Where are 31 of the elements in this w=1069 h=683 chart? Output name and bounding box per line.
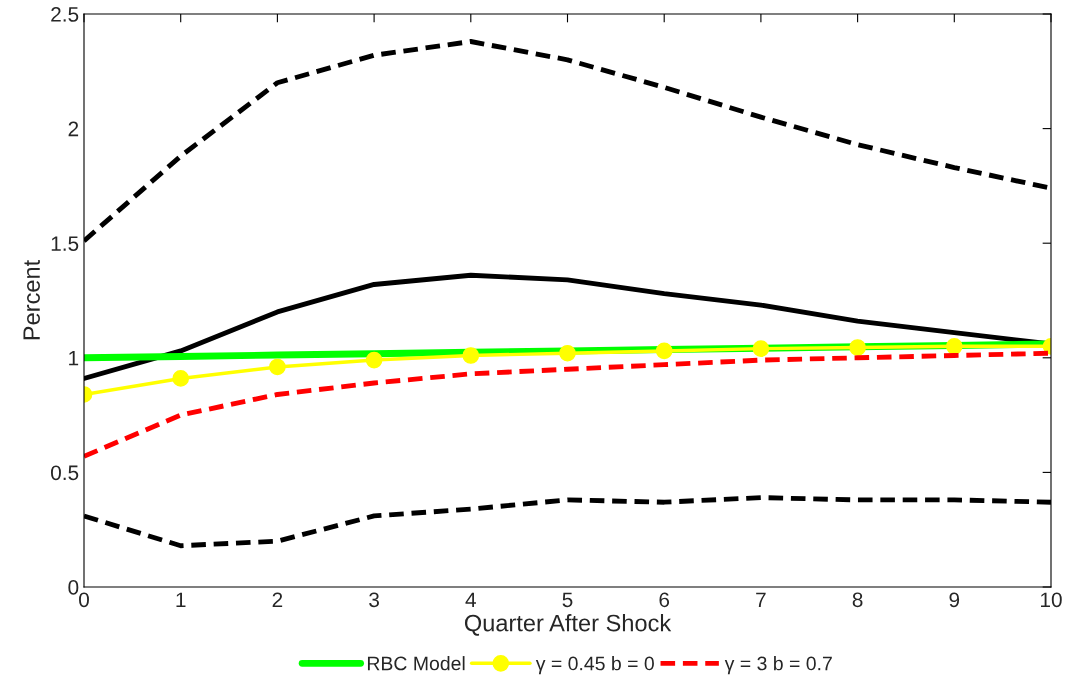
point: [655, 342, 673, 360]
point: [269, 358, 286, 376]
y-tick-label: 0: [68, 580, 79, 595]
point: [849, 339, 866, 356]
y-tick-label: 0.5: [50, 465, 79, 481]
legend-label: RBC Model: [367, 656, 465, 671]
point: [559, 344, 576, 362]
y-tick-label: 2.5: [51, 7, 79, 22]
legend-label: γ = 0.45 b = 0: [535, 656, 654, 675]
x-tick-label: 5: [562, 592, 573, 608]
x-tick-label: 1: [176, 592, 186, 607]
y-axis-title: Percent: [23, 259, 40, 340]
x-tick-label: 0: [79, 592, 89, 608]
legend-label: γ = 3 b = 0.7: [724, 656, 832, 675]
x-tick-label: 9: [949, 592, 960, 608]
x-tick-label: 10: [1041, 592, 1062, 608]
point: [172, 370, 190, 387]
x-axis-title: Quarter After Shock: [464, 614, 672, 636]
point: [752, 340, 770, 357]
y-tick-label: 1.5: [51, 236, 79, 251]
x-tick-label: 4: [465, 592, 476, 607]
y-tick-label: 1: [69, 351, 79, 366]
x-tick-label: 3: [369, 592, 379, 608]
x-tick-label: 7: [756, 592, 766, 607]
point: [365, 351, 383, 369]
point: [462, 347, 480, 364]
point: [945, 338, 963, 355]
x-tick-label: 2: [272, 592, 283, 607]
x-tick-label: 6: [659, 592, 670, 608]
x-tick-label: 8: [852, 592, 863, 608]
y-tick-label: 2: [68, 121, 79, 137]
